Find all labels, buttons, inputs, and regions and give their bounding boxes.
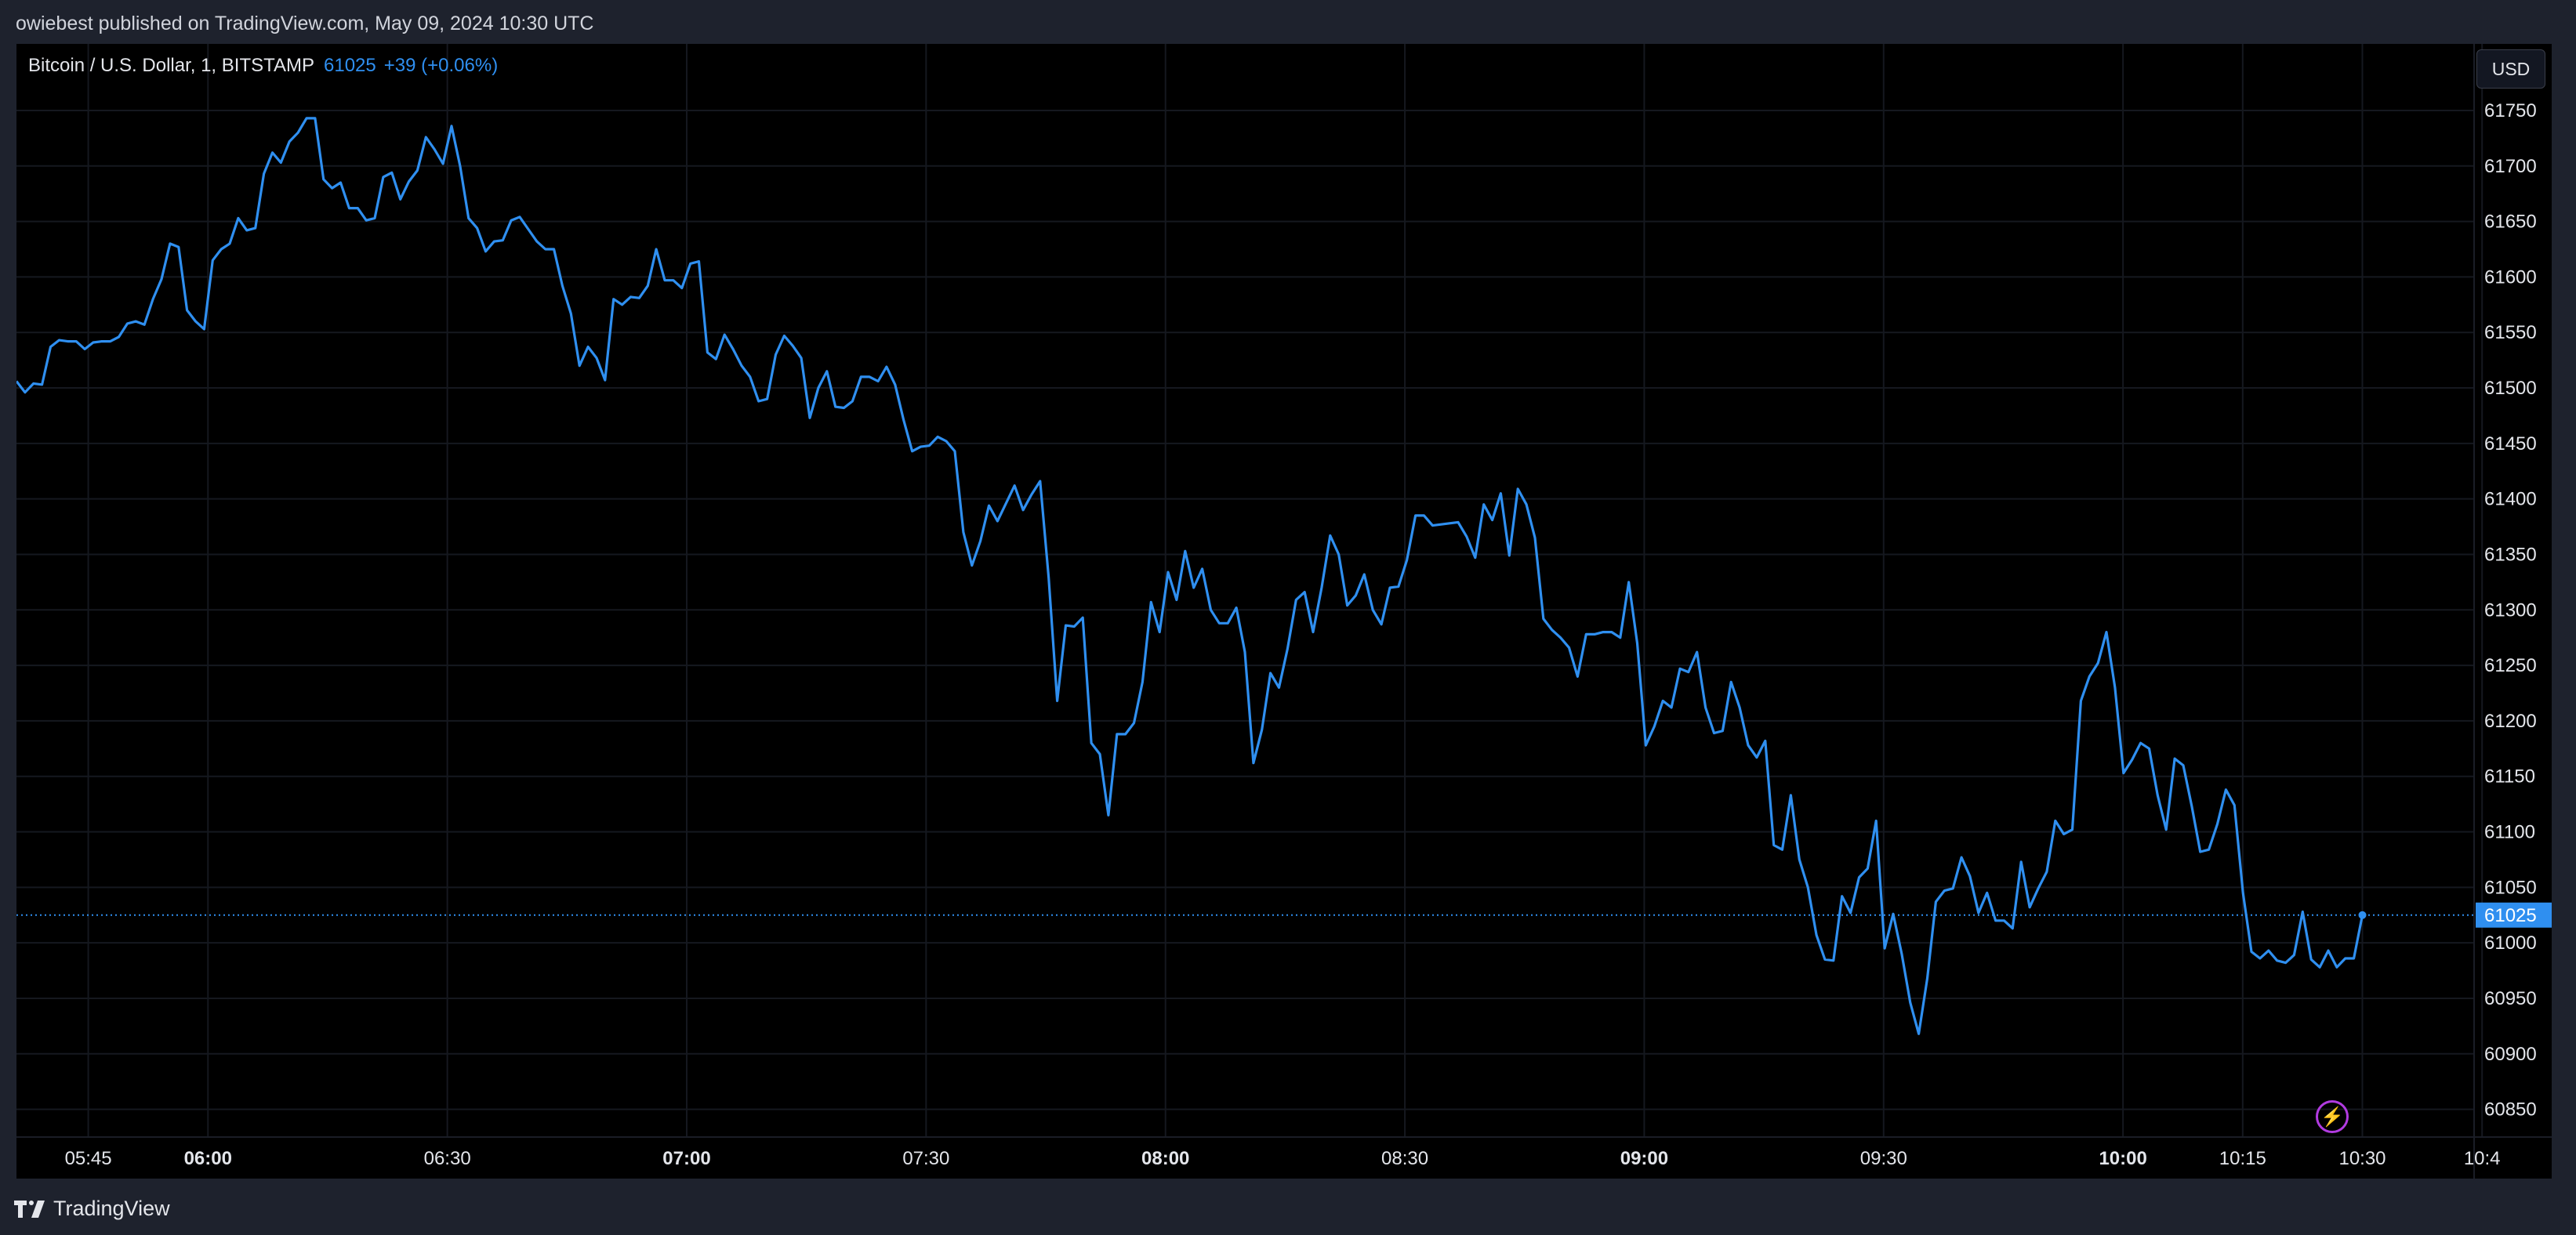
tradingview-logo-icon xyxy=(14,1200,45,1218)
y-tick-label: 60850 xyxy=(2484,1099,2537,1121)
price-chart[interactable]: 61750 61700 61650 61600 61550 61500 61450 61400… xyxy=(16,44,2552,1179)
lightning-bolt-icon[interactable]: ⚡ xyxy=(2316,1100,2349,1133)
y-tick-label: 60900 xyxy=(2484,1044,2537,1065)
footer-bar xyxy=(0,1179,2576,1235)
x-tick-label: 10:00 xyxy=(2099,1148,2146,1169)
y-tick-label: 61000 xyxy=(2484,933,2537,954)
tradingview-label: TradingView xyxy=(53,1197,170,1220)
y-tick-label: 61700 xyxy=(2484,156,2537,177)
tradingview-brand[interactable]: TradingView xyxy=(14,1197,170,1221)
symbol-label[interactable]: Bitcoin / U.S. Dollar, 1, BITSTAMP xyxy=(28,55,314,76)
price-line-series xyxy=(16,117,2364,1035)
last-price-tag xyxy=(2476,902,2552,928)
x-tick-label: 10:30 xyxy=(2338,1148,2386,1169)
x-tick-label: 08:00 xyxy=(1141,1148,1189,1169)
y-tick-label: 61250 xyxy=(2484,655,2537,676)
y-tick-label: 61750 xyxy=(2484,100,2537,121)
y-tick-label: 61300 xyxy=(2484,599,2537,621)
y-tick-label: 61400 xyxy=(2484,489,2537,510)
x-tick-label: 08:30 xyxy=(1381,1148,1428,1169)
x-tick-label: 07:00 xyxy=(662,1148,710,1169)
x-tick-label: 09:00 xyxy=(1620,1148,1668,1169)
x-tick-label: 10:4 xyxy=(2464,1148,2501,1169)
last-price-dot xyxy=(2358,911,2367,919)
x-tick-label: 07:30 xyxy=(902,1148,949,1169)
publish-info: owiebest published on TradingView.com, M… xyxy=(16,13,594,34)
y-tick-label: 61100 xyxy=(2484,822,2535,843)
last-price-tag-label: 61025 xyxy=(2484,905,2537,926)
chart-panel[interactable]: 61750 61700 61650 61600 61550 61500 61450 61400… xyxy=(16,44,2552,1179)
legend-price: 61025 xyxy=(324,55,376,76)
y-tick-label: 61050 xyxy=(2484,877,2537,898)
y-tick-label: 61150 xyxy=(2484,766,2535,788)
x-tick-label: 05:45 xyxy=(65,1148,112,1169)
chart-legend: Bitcoin / U.S. Dollar, 1, BITSTAMP 61025 +… xyxy=(28,55,498,77)
y-tick-label: 61200 xyxy=(2484,711,2537,732)
y-tick-label: 61550 xyxy=(2484,322,2537,343)
x-tick-label: 09:30 xyxy=(1860,1148,1907,1169)
x-tick-label: 10:15 xyxy=(2219,1148,2266,1169)
publish-header: owiebest published on TradingView.com, M… xyxy=(0,0,2576,44)
x-tick-label: 06:30 xyxy=(424,1148,471,1169)
x-tick-label: 06:00 xyxy=(184,1148,232,1169)
y-tick-label: 61650 xyxy=(2484,212,2537,233)
legend-change: +39 (+0.06%) xyxy=(383,55,499,76)
currency-button[interactable]: USD xyxy=(2476,49,2545,89)
y-tick-label: 60950 xyxy=(2484,988,2537,1009)
y-tick-label: 61350 xyxy=(2484,544,2537,565)
y-tick-label: 61500 xyxy=(2484,378,2537,399)
y-tick-label: 61600 xyxy=(2484,266,2537,288)
y-tick-label: 61450 xyxy=(2484,433,2537,455)
